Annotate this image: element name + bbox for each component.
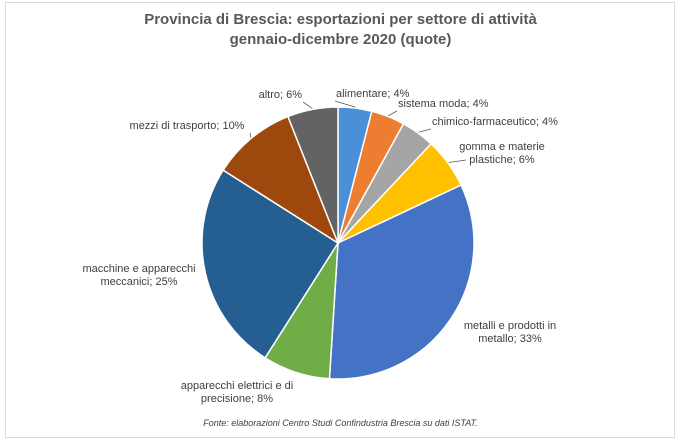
data-label-4: metalli e prodotti in metallo; 33% <box>464 320 556 345</box>
data-label-6: macchine e apparecchi meccanici; 25% <box>82 263 195 288</box>
pie-slice-4 <box>328 184 475 380</box>
pie-slice-8 <box>286 106 339 244</box>
data-label-7: mezzi di trasporto; 10% <box>130 120 245 132</box>
leader-line-8 <box>302 101 313 109</box>
data-label-8: altro; 6% <box>259 89 303 101</box>
pie-slice-6 <box>201 169 340 359</box>
leader-line-2 <box>418 128 432 133</box>
leader-line-3 <box>448 159 467 163</box>
data-label-5: apparecchi elettrici e di precisione; 8% <box>181 380 294 405</box>
data-label-3: gomma e materie plastiche; 6% <box>459 141 545 166</box>
data-label-1: sistema moda; 4% <box>398 98 489 110</box>
pie-data-labels: alimentare; 4%sistema moda; 4% chimico-fa… <box>82 88 558 405</box>
leader-line-0 <box>334 100 356 108</box>
pie-leader-lines <box>249 100 467 163</box>
leader-line-1 <box>388 110 398 116</box>
data-label-2: chimico-farmaceutico; 4% <box>432 116 558 128</box>
pie-slice-7 <box>222 115 340 245</box>
data-label-0: alimentare; 4% <box>336 88 410 100</box>
pie-slices <box>201 106 475 380</box>
chart-title: Provincia di Brescia: esportazioni per s… <box>144 11 537 28</box>
source-note: Fonte: elaborazioni Centro Studi Confind… <box>203 418 478 428</box>
chart-subtitle: gennaio-dicembre 2020 (quote) <box>229 31 452 48</box>
leader-line-7 <box>249 132 252 138</box>
